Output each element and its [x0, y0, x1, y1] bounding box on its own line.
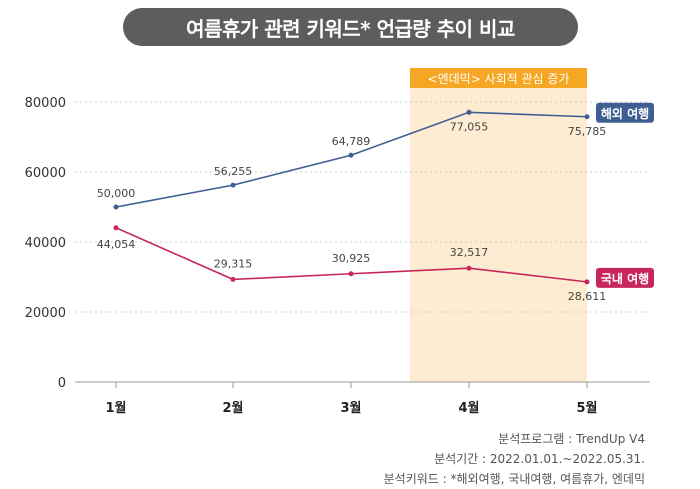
- source-period: 분석기간 : 2022.01.01.~2022.05.31.: [434, 452, 645, 466]
- highlight-band: [410, 68, 587, 382]
- data-point: [584, 114, 590, 120]
- x-tick-label: 1월: [105, 400, 126, 416]
- data-point: [230, 276, 236, 282]
- x-tick-label: 4월: [458, 400, 479, 416]
- data-label: 50,000: [97, 187, 136, 200]
- data-point: [113, 204, 119, 210]
- y-tick-label: 0: [58, 376, 66, 391]
- series-tag-label: 해외 여행: [601, 106, 649, 121]
- data-label: 32,517: [450, 246, 489, 259]
- data-point: [348, 152, 354, 158]
- data-point: [230, 182, 236, 188]
- data-label: 56,255: [214, 165, 253, 178]
- highlight-header: [410, 68, 587, 88]
- data-label: 29,315: [214, 257, 253, 270]
- data-point: [348, 271, 354, 277]
- x-tick-label: 5월: [576, 400, 597, 416]
- data-point: [466, 109, 472, 115]
- source-program: 분석프로그램 : TrendUp V4: [498, 432, 645, 446]
- data-point: [113, 225, 119, 231]
- data-label: 30,925: [332, 252, 371, 265]
- y-tick-label: 20000: [25, 306, 66, 321]
- data-label: 44,054: [97, 238, 136, 251]
- y-tick-label: 80000: [25, 96, 66, 111]
- series-tag: [596, 267, 654, 288]
- source-keywords: 분석키워드 : *해외여행, 국내여행, 여름휴가, 엔데믹: [383, 472, 645, 486]
- data-label: 75,785: [568, 125, 607, 138]
- data-label: 77,055: [450, 120, 489, 133]
- highlight-label: <엔데믹> 사회적 관심 증가: [428, 72, 570, 86]
- series-tag: [596, 102, 654, 123]
- data-label: 64,789: [332, 135, 371, 148]
- x-tick-label: 2월: [222, 400, 243, 416]
- title-banner: 여름휴가 관련 키워드* 언급량 추이 비교: [123, 8, 578, 46]
- data-point: [584, 279, 590, 285]
- data-point: [466, 265, 472, 271]
- series-tag-label: 국내 여행: [601, 271, 649, 286]
- data-label: 28,611: [568, 290, 607, 303]
- y-tick-label: 60000: [25, 166, 66, 181]
- y-tick-label: 40000: [25, 236, 66, 251]
- chart-title: 여름휴가 관련 키워드* 언급량 추이 비교: [186, 16, 515, 41]
- x-tick-label: 3월: [340, 400, 361, 416]
